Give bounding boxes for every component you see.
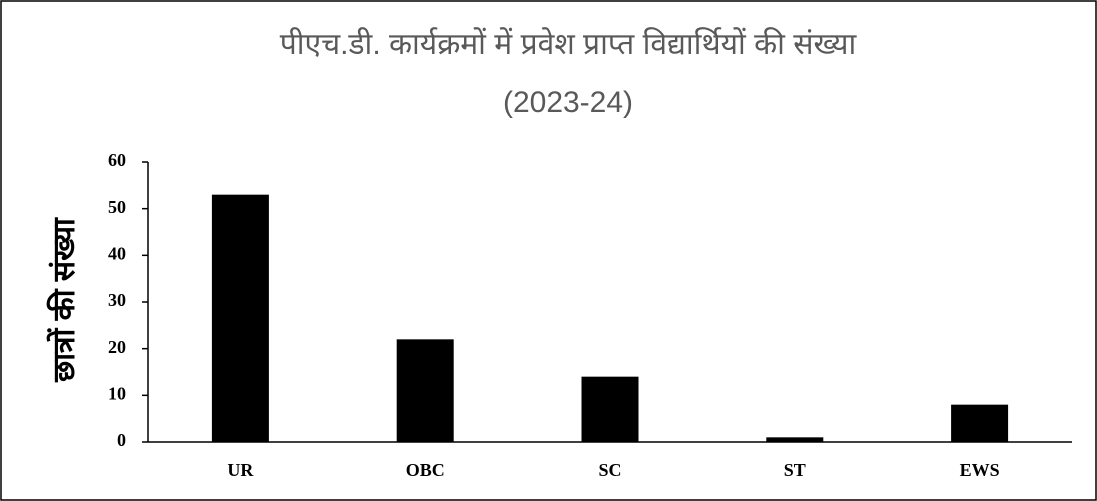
y-tick-label: 50 (108, 197, 126, 217)
bar (766, 437, 824, 442)
x-tick-label: ST (784, 460, 806, 480)
bar (581, 376, 639, 442)
x-tick-label: EWS (960, 460, 1000, 480)
chart-title: पीएच.डी. कार्यक्रमों में प्रवेश प्राप्त … (280, 27, 858, 61)
x-tick-label: SC (598, 460, 621, 480)
y-tick-label: 20 (108, 337, 126, 357)
bar (396, 339, 454, 442)
x-tick-label: UR (227, 460, 254, 480)
y-tick-label: 10 (108, 383, 126, 403)
chart-subtitle: (2023-24) (503, 86, 633, 119)
y-tick-label: 60 (108, 150, 126, 170)
y-tick-label: 30 (108, 290, 126, 310)
x-tick-label: OBC (406, 460, 445, 480)
y-tick-label: 0 (117, 430, 126, 450)
y-tick-label: 40 (108, 243, 126, 263)
bar (211, 194, 269, 442)
bar (951, 404, 1009, 442)
y-axis-label: छात्रों की संख्या (46, 217, 81, 383)
